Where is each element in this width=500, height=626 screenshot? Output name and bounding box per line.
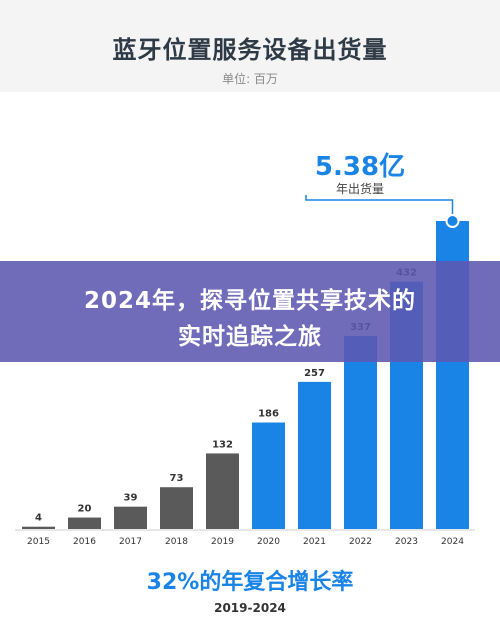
value-label-2020: 186: [258, 409, 279, 420]
value-label-2019: 132: [212, 439, 233, 450]
tick-label-2016: 2016: [73, 537, 96, 547]
headline-line-2: 实时追踪之旅: [178, 324, 322, 350]
cagr-label: 32%的年复合增长率: [146, 570, 354, 595]
headline-overlay: 2024年，探寻位置共享技术的 实时追踪之旅: [0, 261, 500, 362]
callout-marker: [445, 214, 460, 228]
bar-2017: [114, 506, 147, 529]
callout-value: 5.38亿: [314, 152, 406, 182]
tick-label-2017: 2017: [119, 537, 142, 547]
value-label-2015: 4: [35, 513, 42, 524]
value-label-2021: 257: [304, 368, 325, 379]
value-label-2016: 20: [78, 504, 92, 515]
tick-label-2023: 2023: [395, 537, 418, 547]
bar-2021: [298, 381, 331, 529]
tick-label-2018: 2018: [165, 537, 188, 547]
tick-label-2019: 2019: [211, 537, 234, 547]
unit-label: 单位: 百万: [222, 72, 278, 86]
title-band: [0, 0, 500, 92]
bar-2022: [344, 336, 377, 529]
chart-title: 蓝牙位置服务设备出货量: [112, 36, 388, 64]
headline-line-1: 2024年，探寻位置共享技术的: [83, 288, 416, 314]
tick-label-2024: 2024: [441, 537, 464, 547]
tick-label-2020: 2020: [257, 537, 280, 547]
bar-2016: [68, 517, 101, 529]
bar-2020: [252, 422, 285, 529]
tick-label-2021: 2021: [303, 537, 326, 547]
value-label-2018: 73: [170, 473, 184, 484]
callout-bracket: [305, 195, 454, 215]
value-label-2017: 39: [124, 493, 138, 504]
tick-label-2022: 2022: [349, 537, 372, 547]
bar-2019: [206, 453, 239, 529]
bar-2015: [22, 526, 55, 529]
callout-label: 年出货量: [335, 182, 384, 196]
bar-2018: [160, 487, 193, 529]
cagr-period: 2019-2024: [214, 601, 286, 615]
tick-label-2015: 2015: [27, 537, 50, 547]
